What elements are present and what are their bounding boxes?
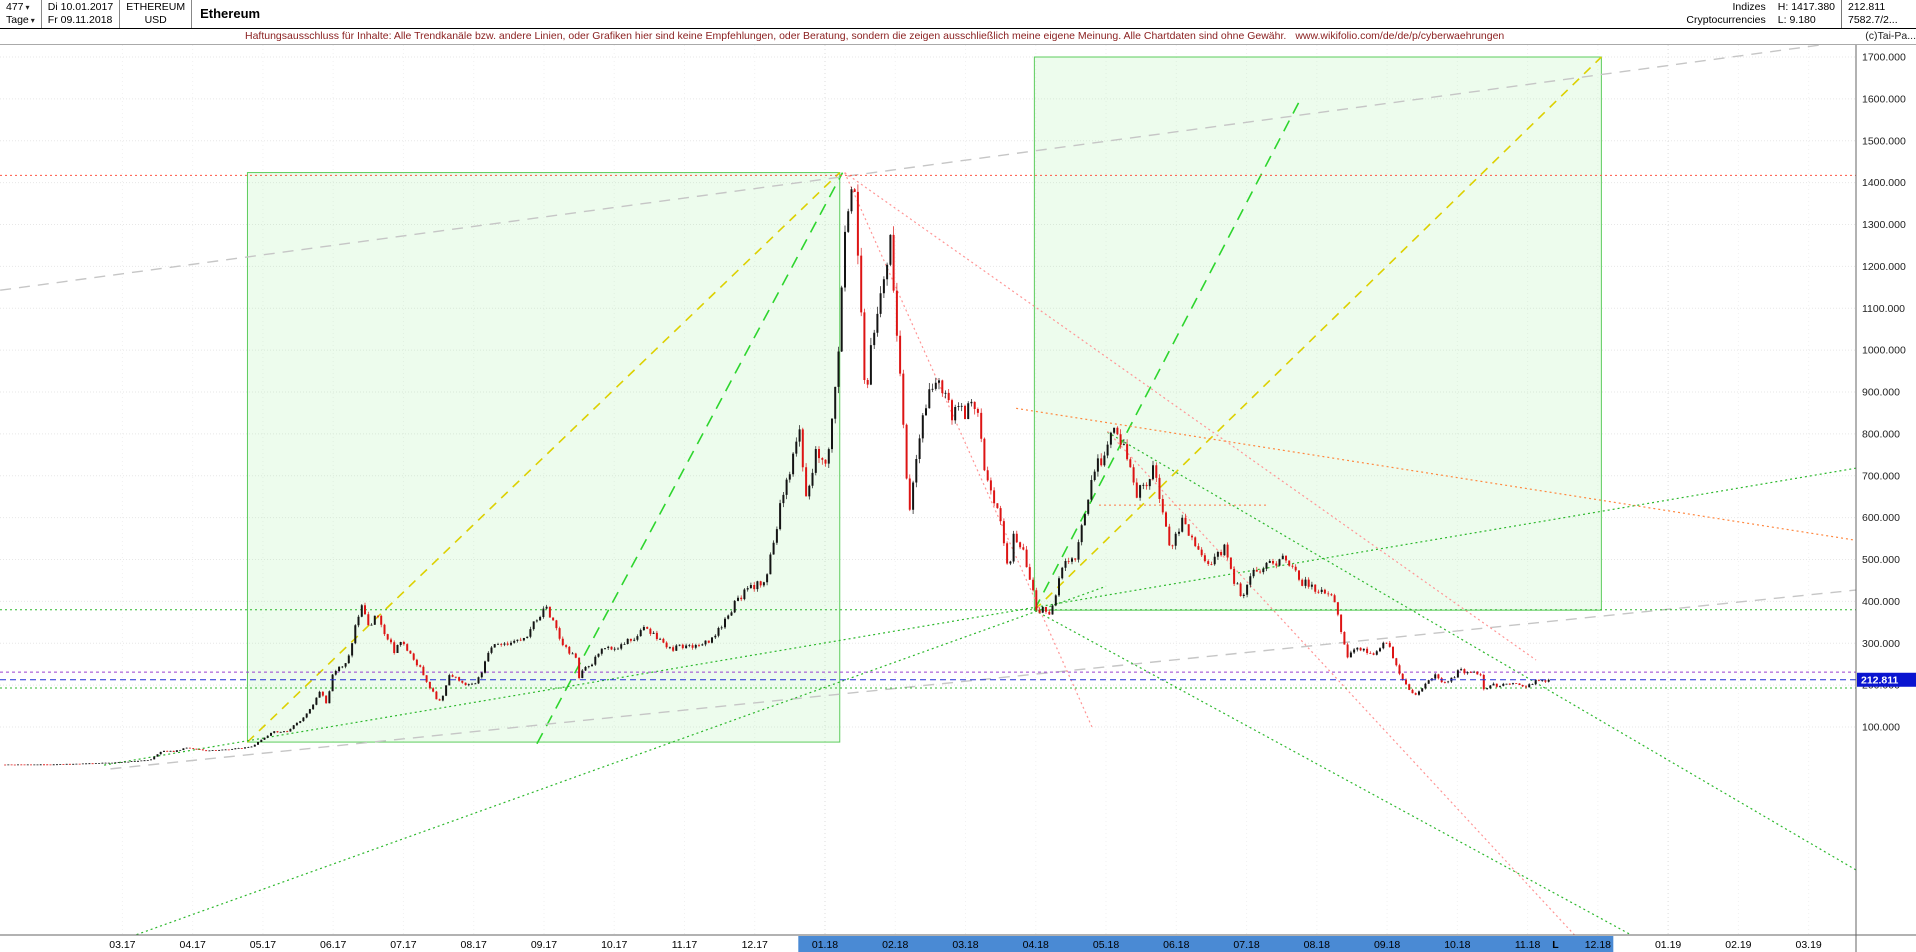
y-tick-label: 1600.000 bbox=[1862, 93, 1906, 105]
gridlines bbox=[0, 45, 1856, 935]
disclaimer-bar: Haftungsausschluss für Inhalte: Alle Tre… bbox=[0, 29, 1916, 45]
y-tick-label: 1000.000 bbox=[1862, 345, 1906, 357]
y-tick-label: 900.000 bbox=[1862, 387, 1900, 399]
x-tick-label: 09.17 bbox=[531, 939, 557, 951]
green-falling-1 bbox=[1034, 609, 1633, 935]
x-tick-label: 05.17 bbox=[250, 939, 276, 951]
y-tick-label: 1700.000 bbox=[1862, 52, 1906, 64]
period-low-label: L: 9.180 bbox=[1777, 14, 1816, 26]
bar-count-dropdown[interactable]: 477 ▾ bbox=[6, 1, 35, 14]
disclaimer-text: Haftungsausschluss für Inhalte: Alle Tre… bbox=[245, 30, 1287, 42]
gray-trend-upper bbox=[0, 45, 1826, 291]
chart-title: Ethereum bbox=[200, 6, 261, 21]
x-tick-label: 02.19 bbox=[1725, 939, 1751, 951]
yellow-channel-2018 bbox=[1033, 56, 1602, 611]
x-axis-labels: 03.17 04.17 05.17 06.17 07.17 08.17 09.17 10.17… bbox=[109, 939, 1822, 951]
y-tick-label: 600.000 bbox=[1862, 512, 1900, 524]
period-high-label: H: 1417.380 bbox=[1777, 1, 1835, 13]
green-dashed-2018 bbox=[1033, 99, 1301, 611]
category-indizes[interactable]: Indizes bbox=[1732, 1, 1766, 13]
x-tick-label: 06.17 bbox=[320, 939, 346, 951]
x-axis-range-highlight[interactable] bbox=[798, 936, 1614, 952]
price-levels bbox=[0, 174, 1856, 689]
y-tick-label: 500.000 bbox=[1862, 554, 1900, 566]
last-price-marker-value: 212.811 bbox=[1861, 675, 1899, 687]
secondary-value: 7582.7/2... bbox=[1848, 14, 1898, 26]
y-tick-label: 700.000 bbox=[1862, 470, 1900, 482]
wikifolio-link[interactable]: www.wikifolio.com/de/de/p/cyberwaehrunge… bbox=[1295, 30, 1505, 42]
last-bar-marker: L bbox=[1552, 939, 1559, 951]
x-tick-label: 07.17 bbox=[390, 939, 416, 951]
category-column: Indizes Cryptocurrencies bbox=[1680, 0, 1771, 28]
timeframe-value: Tage bbox=[6, 14, 29, 26]
chevron-down-icon: ▾ bbox=[25, 3, 30, 12]
y-tick-label: 100.000 bbox=[1862, 722, 1900, 734]
y-tick-label: 800.000 bbox=[1862, 428, 1900, 440]
x-tick-label: 10.18 bbox=[1444, 939, 1470, 951]
y-tick-label: 300.000 bbox=[1862, 638, 1900, 650]
x-tick-label: 11.18 bbox=[1515, 939, 1541, 951]
up-candle-bodies bbox=[7, 189, 1550, 766]
down-candle-bodies bbox=[4, 189, 1547, 766]
category-cryptocurrencies[interactable]: Cryptocurrencies bbox=[1686, 14, 1766, 26]
range-start-date: Di 10.01.2017 bbox=[47, 1, 114, 13]
green-rising-lower bbox=[133, 585, 1107, 935]
trend-boxes bbox=[246, 56, 1602, 743]
green-dashed-2017 bbox=[536, 172, 844, 745]
x-tick-label: 10.17 bbox=[601, 939, 627, 951]
x-tick-label: 08.18 bbox=[1304, 939, 1330, 951]
y-tick-label: 400.000 bbox=[1862, 596, 1900, 608]
x-tick-label: 11.17 bbox=[672, 939, 698, 951]
x-tick-label: 07.18 bbox=[1233, 939, 1259, 951]
x-tick-label: 05.18 bbox=[1093, 939, 1119, 951]
bar-count-value: 477 bbox=[6, 1, 24, 13]
candlesticks bbox=[4, 184, 1550, 766]
range-end-date: Fr 09.11.2018 bbox=[47, 14, 113, 26]
y-axis-labels: 1700.000 1600.000 1500.000 1400.000 1300.000… bbox=[1862, 52, 1906, 734]
x-tick-label: 02.18 bbox=[882, 939, 908, 951]
pink-fan-shallow bbox=[844, 172, 1537, 661]
disclaimer-spacer bbox=[0, 29, 245, 44]
green-support-long bbox=[104, 467, 1856, 766]
x-tick-label: 12.17 bbox=[742, 939, 768, 951]
pink-falling-bottom bbox=[1107, 430, 1576, 935]
timeframe-dropdown[interactable]: Tage ▾ bbox=[6, 14, 35, 27]
x-tick-label: 09.18 bbox=[1374, 939, 1400, 951]
pink-fan-steep bbox=[844, 172, 1093, 728]
last-price-marker bbox=[1857, 672, 1916, 687]
y-tick-label: 1100.000 bbox=[1862, 303, 1905, 315]
x-tick-label: 03.18 bbox=[952, 939, 978, 951]
chevron-down-icon: ▾ bbox=[30, 16, 35, 25]
plot-area[interactable] bbox=[0, 45, 1856, 940]
y-tick-label: 1400.000 bbox=[1862, 177, 1906, 189]
x-tick-label: 12.18 bbox=[1585, 939, 1611, 951]
x-tick-label: 01.19 bbox=[1655, 939, 1681, 951]
chart-toolbar: 477 ▾ Tage ▾ Di 10.01.2017 Fr 09.11.2018 E… bbox=[0, 0, 1916, 29]
copyright-label: (c)Tai-Pa... bbox=[1865, 30, 1916, 42]
x-tick-label: 04.17 bbox=[180, 939, 206, 951]
price-chart-canvas[interactable]: 1700.000 1600.000 1500.000 1400.000 1300.000… bbox=[0, 45, 1916, 952]
yellow-channel-2017 bbox=[246, 171, 841, 743]
y-tick-label: 1200.000 bbox=[1862, 261, 1906, 273]
y-tick-label: 1300.000 bbox=[1862, 219, 1906, 231]
symbol-currency: USD bbox=[144, 14, 167, 26]
orange-descending bbox=[1016, 407, 1856, 541]
date-range-column: Di 10.01.2017 Fr 09.11.2018 bbox=[40, 0, 121, 28]
x-tick-label: 01.18 bbox=[812, 939, 838, 951]
y-tick-label: 1500.000 bbox=[1862, 135, 1906, 147]
x-tick-label: 03.19 bbox=[1795, 939, 1821, 951]
symbol-column: ETHEREUM USD bbox=[120, 0, 193, 28]
x-tick-label: 03.17 bbox=[109, 939, 135, 951]
x-tick-label: 06.18 bbox=[1163, 939, 1189, 951]
x-tick-label: 04.18 bbox=[1023, 939, 1049, 951]
x-tick-label: 08.17 bbox=[461, 939, 487, 951]
high-low-column: H: 1417.380 L: 9.180 bbox=[1772, 0, 1841, 28]
dropdown-column: 477 ▾ Tage ▾ bbox=[0, 0, 41, 28]
last-price-value: 212.811 bbox=[1848, 1, 1886, 13]
symbol-name: ETHEREUM bbox=[126, 1, 186, 13]
last-values-column: 212.811 7582.7/2... bbox=[1841, 0, 1916, 28]
